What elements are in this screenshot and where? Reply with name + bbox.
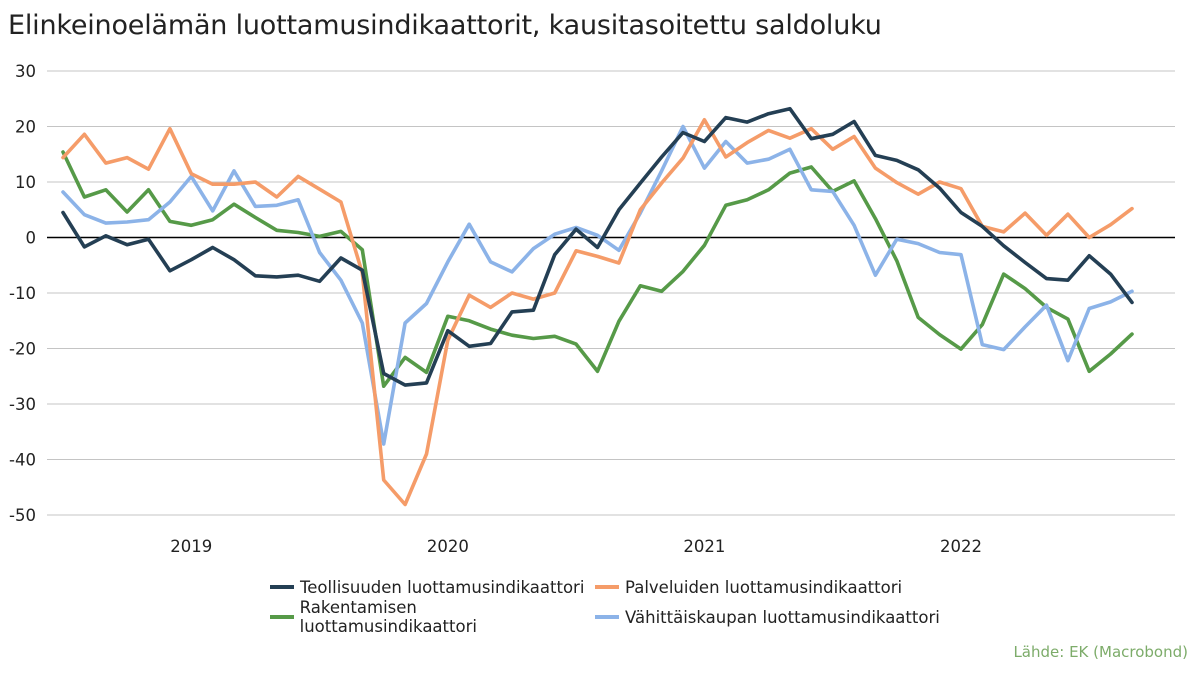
legend-label-rakentaminen: Rakentamisen luottamusindikaattori: [299, 598, 477, 636]
y-tick-label: 10: [15, 173, 36, 192]
x-tick-label: 2019: [170, 537, 212, 556]
legend-item-palvelut: Palveluiden luottamusindikaattori: [595, 578, 902, 597]
y-tick-label: 0: [26, 229, 37, 248]
legend-label-vahittaiskauppa: Vähittäiskaupan luottamusindikaattori: [625, 607, 940, 627]
series-line-1: [61, 118, 1134, 507]
y-tick-label: 20: [15, 118, 36, 137]
legend-label-palvelut: Palveluiden luottamusindikaattori: [625, 577, 903, 597]
legend-swatch-rakentaminen: [270, 615, 294, 619]
legend-item-rakentaminen: Rakentamisen luottamusindikaattori: [270, 598, 595, 636]
source-note: Lähde: EK (Macrobond): [1013, 643, 1188, 661]
y-tick-label: -50: [9, 506, 36, 525]
legend-item-teollisuus: Teollisuuden luottamusindikaattori: [270, 578, 595, 597]
x-tick-label: 2022: [940, 537, 982, 556]
y-tick-label: 30: [15, 62, 36, 81]
x-tick-label: 2021: [683, 537, 725, 556]
legend-item-vahittaiskauppa: Vähittäiskaupan luottamusindikaattori: [595, 608, 940, 627]
y-tick-label: -30: [9, 395, 36, 414]
series-line-0: [61, 106, 1134, 387]
series-line-2: [61, 150, 1134, 389]
legend-swatch-teollisuus: [270, 585, 294, 589]
series-line-3: [61, 124, 1134, 446]
series-lines: [61, 106, 1134, 507]
y-tick-label: -40: [9, 451, 36, 470]
legend-row-1: Teollisuuden luottamusindikaattori Palve…: [270, 572, 970, 602]
chart-title: Elinkeinoelämän luottamusindikaattorit, …: [8, 10, 882, 41]
legend-swatch-vahittaiskauppa: [595, 615, 619, 619]
legend-row-2: Rakentamisen luottamusindikaattori Vähit…: [270, 598, 970, 636]
x-axis-tick-labels: 20192020202120222023: [170, 537, 982, 556]
grid-lines: [47, 70, 1175, 516]
legend-swatch-palvelut: [595, 585, 619, 589]
y-axis-tick-labels: 30 20 10 0 -10 -20 -30 -40 -50: [9, 62, 36, 525]
legend: Teollisuuden luottamusindikaattori Palve…: [270, 572, 970, 636]
y-tick-label: -20: [9, 340, 36, 359]
y-tick-label: -10: [9, 284, 36, 303]
legend-label-teollisuus: Teollisuuden luottamusindikaattori: [300, 577, 585, 597]
x-tick-label: 2020: [427, 537, 469, 556]
